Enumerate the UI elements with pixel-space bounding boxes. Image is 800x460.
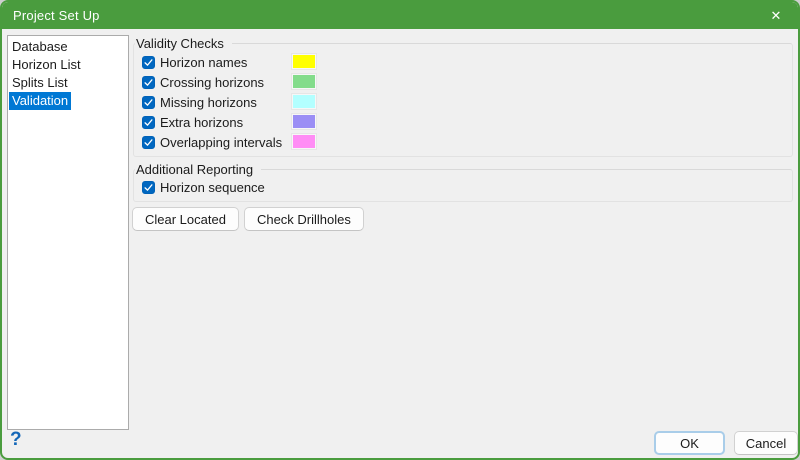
check-label: Crossing horizons <box>160 74 265 90</box>
check-row-horizon-names: Horizon names <box>142 52 784 72</box>
check-icon <box>144 118 153 126</box>
sidebar-item-splits-list[interactable]: Splits List <box>9 74 127 92</box>
sidebar-item-label: Horizon List <box>12 57 81 72</box>
check-row-horizon-sequence: Horizon sequence <box>142 177 784 197</box>
help-icon[interactable]: ? <box>10 429 22 450</box>
window-title: Project Set Up <box>13 8 100 23</box>
check-icon <box>144 78 153 86</box>
check-label: Horizon sequence <box>160 179 265 195</box>
checkbox[interactable] <box>142 75 155 89</box>
sidebar-item-validation[interactable]: Validation <box>9 92 127 110</box>
ok-button[interactable]: OK <box>654 431 725 455</box>
check-icon <box>144 138 153 146</box>
check-label: Extra horizons <box>160 114 244 130</box>
group-title: Validity Checks <box>135 36 232 52</box>
check-row-overlapping-intervals: Overlapping intervals <box>142 132 784 152</box>
close-icon[interactable]: ✕ <box>770 7 782 23</box>
clear-located-button[interactable]: Clear Located <box>132 207 239 231</box>
checkbox[interactable] <box>142 55 155 69</box>
validity-checks-group: Validity Checks Horizon names Crossing h… <box>133 36 793 157</box>
additional-reporting-group: Additional Reporting Horizon sequence <box>133 162 793 202</box>
validity-check-rows: Horizon names Crossing horizons Missing … <box>142 52 784 152</box>
check-row-missing-horizons: Missing horizons <box>142 92 784 112</box>
group-title: Additional Reporting <box>135 162 262 178</box>
sidebar-item-horizon-list[interactable]: Horizon List <box>9 56 127 74</box>
check-row-crossing-horizons: Crossing horizons <box>142 72 784 92</box>
check-label: Horizon names <box>160 54 248 70</box>
checkbox[interactable] <box>142 115 155 129</box>
check-row-extra-horizons: Extra horizons <box>142 112 784 132</box>
color-swatch[interactable] <box>291 93 317 110</box>
checkbox[interactable] <box>142 180 155 194</box>
check-icon <box>144 58 153 66</box>
checkbox[interactable] <box>142 95 155 109</box>
titlebar[interactable]: Project Set Up ✕ <box>2 2 798 29</box>
action-button-row: Clear Located Check Drillholes <box>132 207 364 231</box>
check-icon <box>144 183 153 191</box>
check-drillholes-button[interactable]: Check Drillholes <box>243 207 364 231</box>
sidebar-item-database[interactable]: Database <box>9 38 127 56</box>
settings-nav-list: Database Horizon List Splits List Validatio… <box>7 35 129 430</box>
check-icon <box>144 98 153 106</box>
reporting-check-rows: Horizon sequence <box>142 177 784 197</box>
sidebar-item-label: Database <box>12 39 68 54</box>
sidebar-item-label: Validation <box>9 92 72 110</box>
sidebar-item-label: Splits List <box>12 75 68 90</box>
checkbox[interactable] <box>142 135 155 149</box>
check-label: Overlapping intervals <box>160 134 283 150</box>
color-swatch[interactable] <box>291 133 317 150</box>
color-swatch[interactable] <box>291 113 317 130</box>
color-swatch[interactable] <box>291 73 317 90</box>
check-label: Missing horizons <box>160 94 257 110</box>
cancel-button[interactable]: Cancel <box>734 431 798 455</box>
color-swatch[interactable] <box>291 53 317 70</box>
